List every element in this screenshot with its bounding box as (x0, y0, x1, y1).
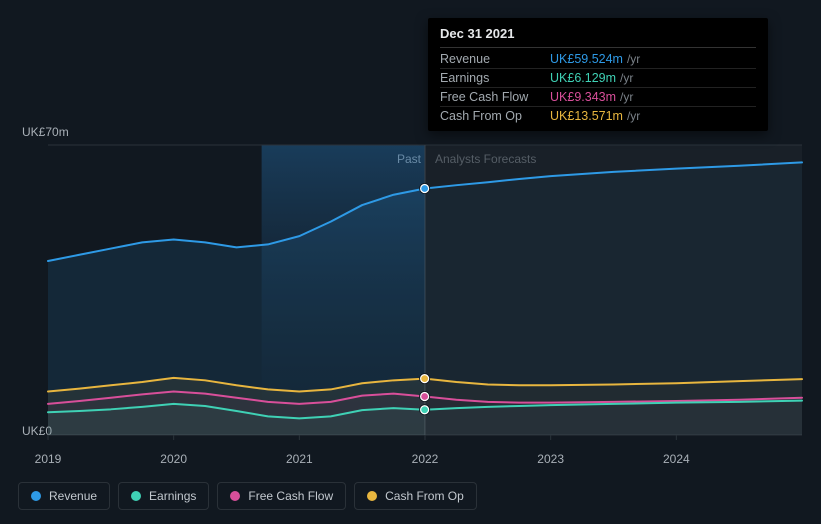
x-axis-label: 2022 (412, 452, 439, 466)
tooltip-row-label: Earnings (440, 71, 550, 85)
tooltip-title: Dec 31 2021 (440, 26, 756, 48)
tooltip-row-value: UK£59.524m (550, 52, 623, 66)
tooltip-row: Free Cash FlowUK£9.343m/yr (440, 88, 756, 107)
tooltip-row-unit: /yr (620, 71, 633, 85)
legend-dot (31, 491, 41, 501)
legend-item[interactable]: Revenue (18, 482, 110, 510)
tooltip: Dec 31 2021 RevenueUK£59.524m/yrEarnings… (428, 18, 768, 131)
x-axis-label: 2019 (35, 452, 62, 466)
legend-dot (230, 491, 240, 501)
legend-item[interactable]: Free Cash Flow (217, 482, 346, 510)
legend: Revenue Earnings Free Cash Flow Cash From O… (18, 482, 477, 510)
tooltip-row-unit: /yr (620, 90, 633, 104)
x-axis-label: 2021 (286, 452, 313, 466)
x-axis-label: 2023 (537, 452, 564, 466)
legend-label: Free Cash Flow (248, 489, 333, 503)
x-axis-label: 2020 (160, 452, 187, 466)
x-axis: 2019 2020 2021 2022 2023 2024 (18, 452, 804, 472)
tooltip-row: RevenueUK£59.524m/yr (440, 50, 756, 69)
legend-item[interactable]: Cash From Op (354, 482, 477, 510)
tooltip-row-value: UK£13.571m (550, 109, 623, 123)
chart-area[interactable] (18, 120, 804, 445)
tooltip-row-unit: /yr (627, 109, 640, 123)
legend-label: Revenue (49, 489, 97, 503)
tooltip-row-label: Cash From Op (440, 109, 550, 123)
x-axis-label: 2024 (663, 452, 690, 466)
tooltip-row: Cash From OpUK£13.571m/yr (440, 107, 756, 125)
legend-dot (367, 491, 377, 501)
tooltip-row-label: Free Cash Flow (440, 90, 550, 104)
legend-label: Earnings (149, 489, 196, 503)
legend-label: Cash From Op (385, 489, 464, 503)
tooltip-row-label: Revenue (440, 52, 550, 66)
tooltip-row-unit: /yr (627, 52, 640, 66)
tooltip-row: EarningsUK£6.129m/yr (440, 69, 756, 88)
legend-dot (131, 491, 141, 501)
tooltip-row-value: UK£6.129m (550, 71, 616, 85)
legend-item[interactable]: Earnings (118, 482, 209, 510)
tooltip-row-value: UK£9.343m (550, 90, 616, 104)
